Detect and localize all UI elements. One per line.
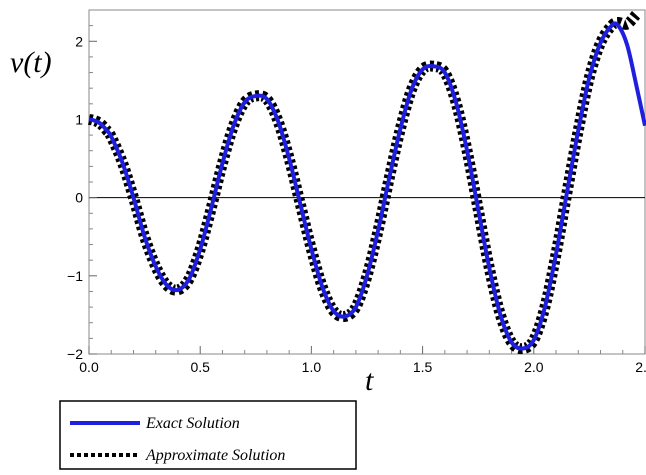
y-tick-label: −2: [67, 346, 83, 362]
y-tick-label: 1: [75, 111, 83, 127]
x-tick-label: 1.5: [413, 359, 433, 375]
x-tick-label: 0.0: [79, 359, 99, 375]
plot-frame: [88, 9, 646, 355]
y-tick-label: 0: [75, 190, 83, 206]
series-exact-line: [88, 21, 646, 351]
legend-label-exact: Exact Solution: [145, 415, 240, 432]
x-tick-label: 2.0: [524, 359, 544, 375]
series-approximate-line: [87, 10, 641, 355]
y-axis-title: v(t): [10, 46, 52, 79]
legend-label-approx: Approximate Solution: [145, 447, 285, 464]
plot-area: 0.0 0.5 1.0 1.5 2.0 2.5 −2 −1 0 1 2: [67, 9, 646, 375]
series-layer: [87, 10, 646, 355]
x-axis-title: t: [365, 364, 374, 397]
legend: Exact Solution Approximate Solution: [59, 400, 357, 470]
y-tick-label: −1: [67, 268, 83, 284]
x-tick-label: 0.5: [190, 359, 210, 375]
y-tick-label: 2: [75, 33, 83, 49]
y-ticks: −2 −1 0 1 2: [67, 25, 97, 362]
x-ticks: 0.0 0.5 1.0 1.5 2.0 2.5: [79, 346, 646, 375]
x-tick-label: 2.5: [635, 359, 646, 375]
legend-box: [59, 400, 357, 470]
x-tick-label: 1.0: [302, 359, 322, 375]
